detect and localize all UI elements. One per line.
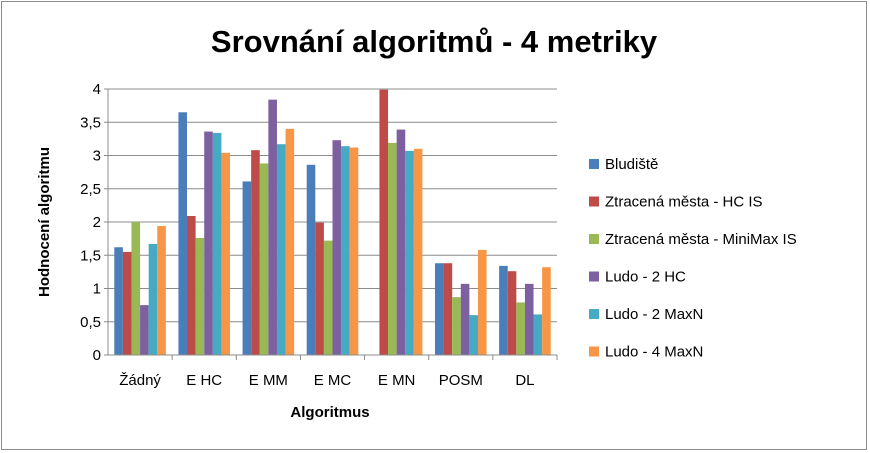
legend-label: Bludiště	[605, 156, 658, 173]
bar	[259, 163, 269, 355]
bar	[388, 142, 397, 355]
x-tick-labels: Žádný E HC E MM E MC E MN POSM DL	[119, 355, 558, 389]
bar	[187, 216, 196, 355]
y-tick-label: 4	[93, 81, 101, 98]
legend: Bludiště Ztracená města - HC IS Ztracená m…	[589, 156, 797, 361]
bar	[131, 222, 141, 355]
bar	[533, 314, 543, 355]
bar	[379, 89, 389, 355]
legend-swatch	[589, 309, 599, 319]
x-tick-label: E MM	[249, 372, 288, 389]
legend-swatch	[589, 271, 599, 282]
bar	[221, 152, 231, 355]
x-tick-label: POSM	[439, 372, 483, 389]
legend-item: Ztracená města - HC IS	[589, 194, 763, 211]
bar	[341, 146, 350, 355]
y-tick-label: 1,5	[80, 247, 101, 264]
y-tick-label: 3	[93, 148, 101, 165]
bar	[122, 251, 132, 355]
bar	[148, 243, 158, 355]
legend-swatch	[589, 346, 599, 357]
legend-item: Ztracená města - MiniMax IS	[589, 231, 797, 248]
bar	[306, 164, 316, 355]
x-axis-title: Algoritmus	[290, 404, 369, 421]
legend-swatch	[589, 234, 599, 244]
bar	[443, 263, 453, 355]
chart-title: Srovnání algoritmů - 4 metriky	[211, 24, 658, 59]
bar	[434, 263, 444, 355]
bar	[157, 225, 166, 355]
bar	[524, 283, 534, 355]
y-tick-label: 1	[93, 281, 101, 298]
y-tick-label: 0,5	[80, 314, 101, 331]
bar	[349, 147, 359, 355]
bar	[396, 129, 406, 355]
x-tick-label: Žádný	[119, 372, 161, 389]
bar	[499, 265, 508, 355]
bar	[315, 222, 324, 355]
bar	[332, 140, 342, 355]
bar	[251, 150, 260, 355]
y-tick-label: 0	[93, 347, 101, 364]
bar	[469, 315, 478, 355]
x-tick-label: E MN	[378, 372, 416, 389]
legend-swatch	[589, 159, 599, 169]
bar	[212, 132, 222, 355]
legend-item: Ludo - 4 MaxN	[589, 344, 703, 361]
bar	[516, 302, 525, 355]
bar	[452, 297, 461, 355]
y-tick-labels: 0 0,5 1 1,5 2 2,5 3 3,5 4	[80, 81, 108, 364]
bar	[178, 112, 188, 356]
bar	[268, 99, 277, 355]
bar	[195, 237, 205, 355]
bars	[114, 89, 551, 356]
legend-label: Ludo - 2 MaxN	[605, 306, 703, 323]
legend-item: Bludiště	[589, 156, 658, 173]
bar	[542, 267, 551, 355]
bar	[114, 247, 123, 355]
y-tick-label: 3,5	[80, 114, 101, 131]
legend-swatch	[589, 196, 599, 207]
x-tick-label: DL	[515, 372, 534, 389]
legend-label: Ztracená města - MiniMax IS	[605, 231, 797, 248]
legend-item: Ludo - 2 HC	[589, 269, 686, 286]
x-tick-label: E HC	[186, 372, 222, 389]
legend-label: Ludo - 4 MaxN	[605, 344, 703, 361]
bar	[477, 249, 487, 355]
bar	[405, 150, 414, 355]
bar	[242, 181, 252, 355]
bar	[460, 283, 470, 355]
bar	[507, 271, 517, 355]
legend-label: Ludo - 2 HC	[605, 269, 686, 286]
y-axis-title: Hodnocení algoritmu	[36, 147, 53, 297]
legend-label: Ztracená města - HC IS	[605, 194, 763, 211]
bar	[413, 148, 423, 355]
y-tick-label: 2	[93, 214, 101, 231]
bar	[140, 305, 149, 355]
bar	[323, 240, 333, 355]
legend-item: Ludo - 2 MaxN	[589, 306, 703, 323]
bar	[276, 144, 286, 355]
x-tick-label: E MC	[314, 372, 352, 389]
bar	[204, 131, 213, 355]
y-tick-label: 2,5	[80, 181, 101, 198]
bar	[285, 128, 295, 355]
